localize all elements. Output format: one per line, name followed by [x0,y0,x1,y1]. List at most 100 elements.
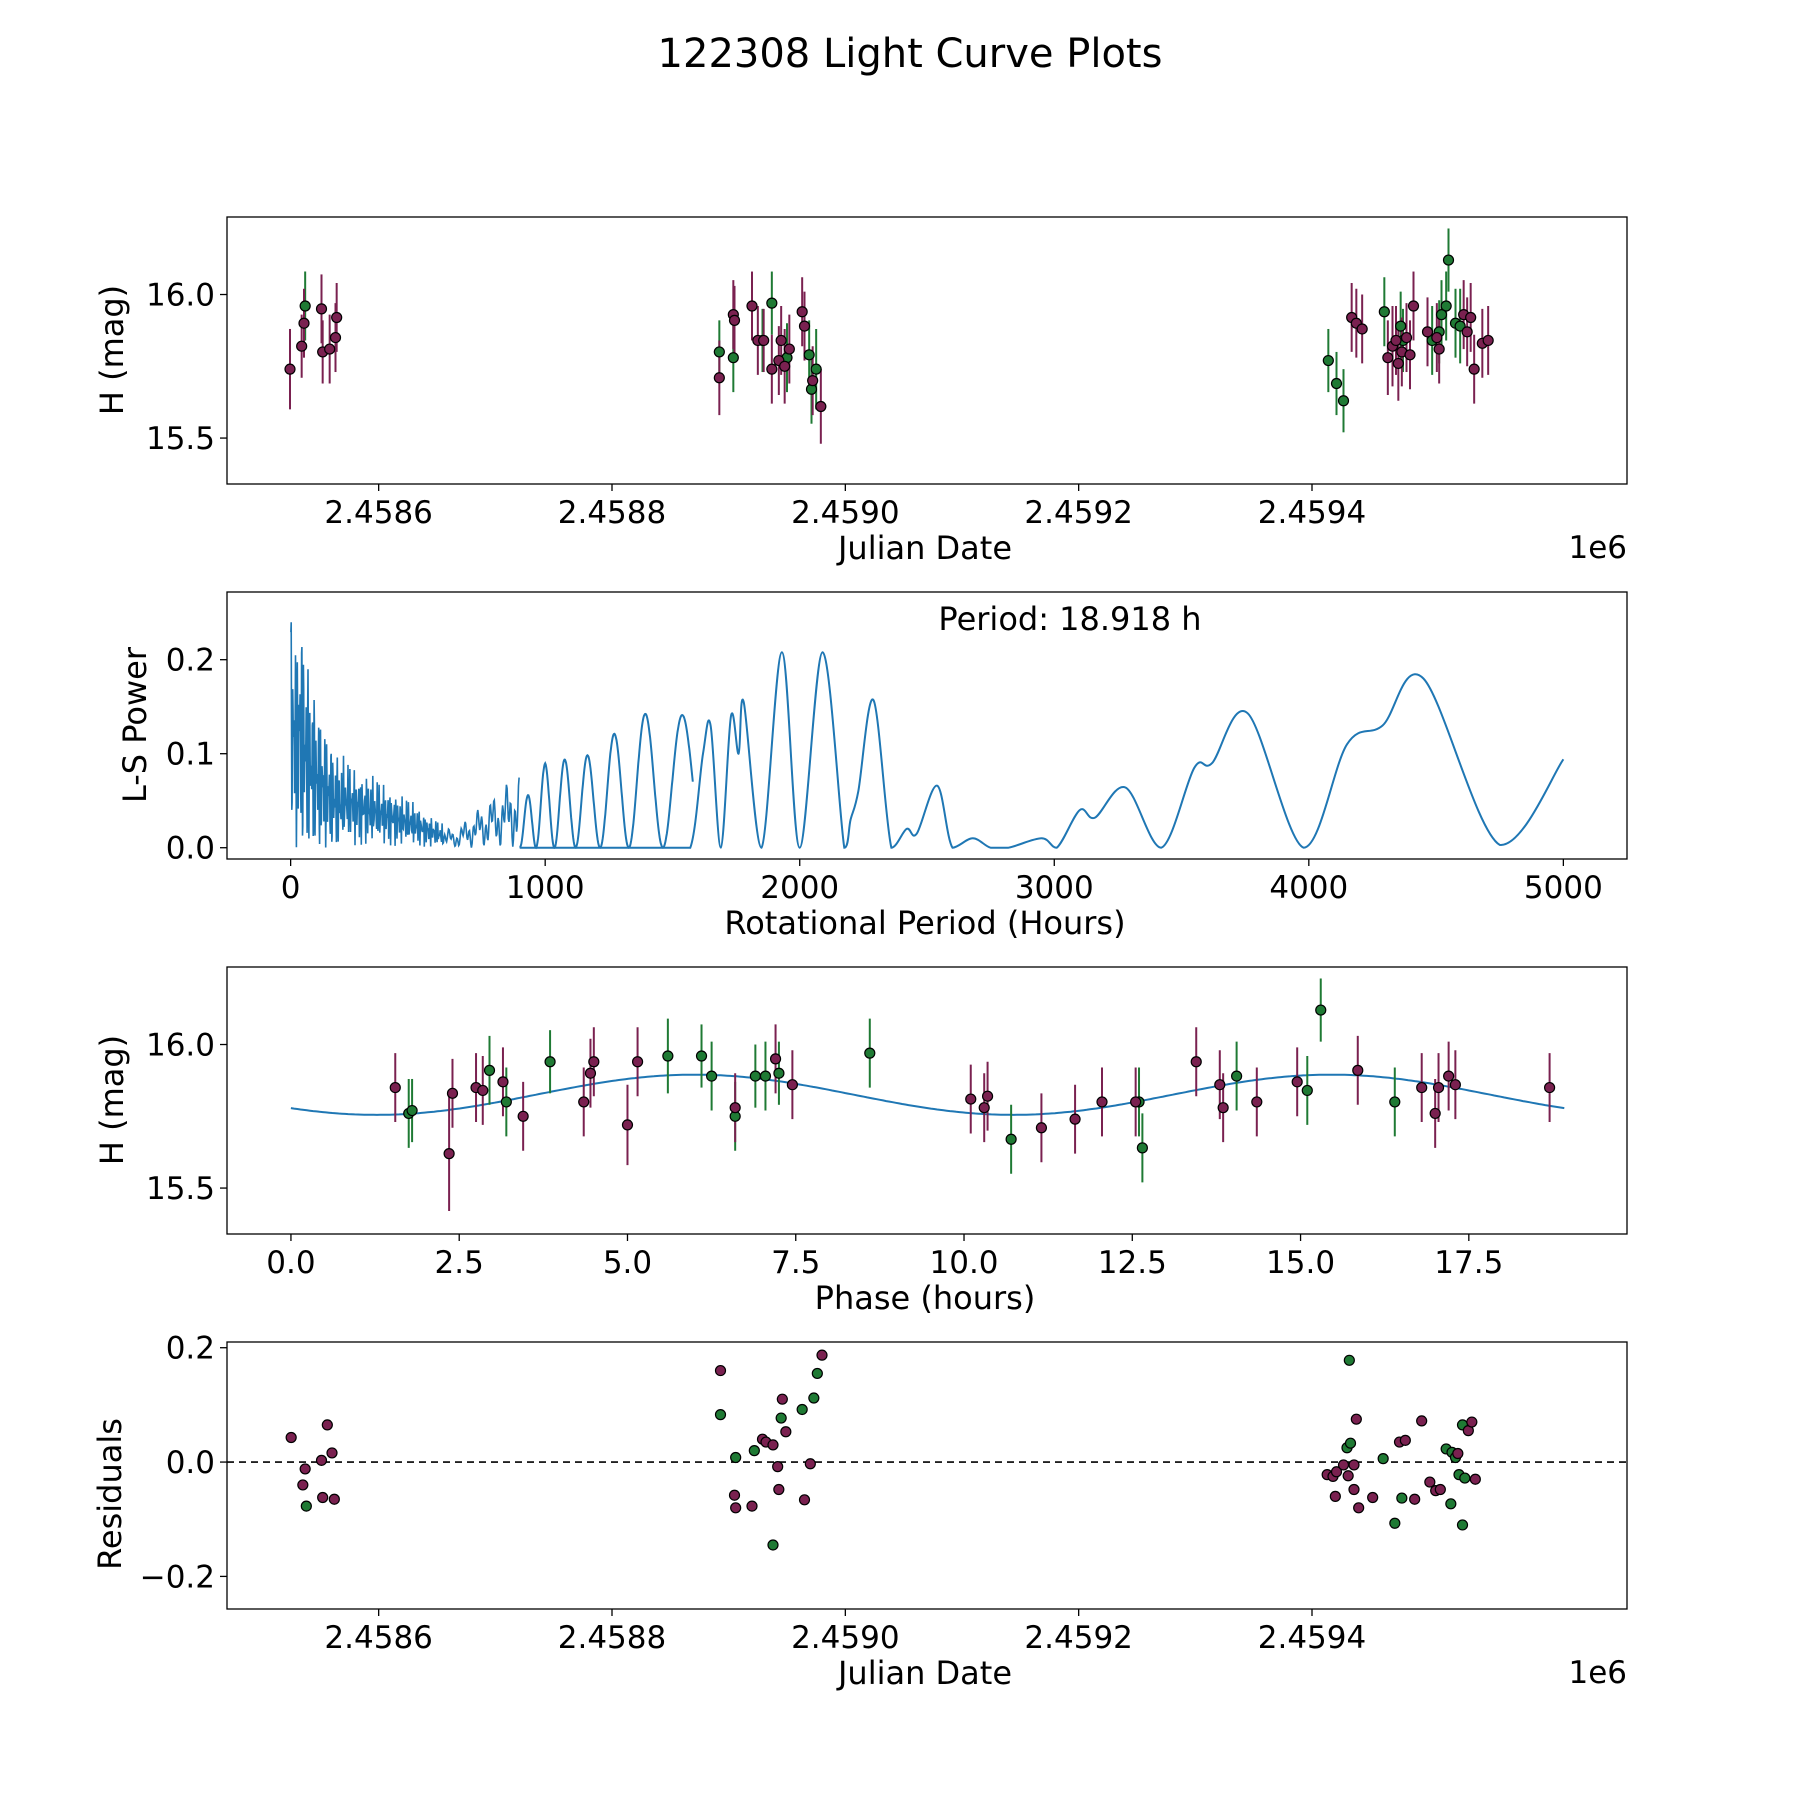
periodogram-xtick-label: 0 [281,870,301,906]
residuals-point [746,1500,758,1512]
phase-folded-point [1443,1070,1455,1082]
phase-folded-xtick-label: 15.0 [1266,1245,1335,1281]
phase-folded-point [544,1056,556,1068]
light-curve-point [766,297,778,309]
light-curve-point [758,334,770,347]
residuals-point [767,1439,779,1451]
light-curve-point [1461,326,1473,338]
residuals-point [1353,1502,1365,1514]
phase-folded-point [1214,1079,1226,1091]
phase-folded-ylabel: H (mag) [93,1035,131,1165]
residuals-ticks: 2.4586 2.4588 2.4590 2.4592 2.4594 −0.2 0.0 0.2 [140,1331,1367,1656]
residuals-point [1434,1483,1446,1496]
periodogram-xtick-label: 5000 [1524,870,1603,906]
residuals-ytick-label: 0.0 [166,1445,215,1481]
light-curve-point [713,372,725,384]
light-curve-point [1400,331,1413,344]
residuals-point [1445,1498,1457,1510]
residuals-ylabel: Residuals [91,1418,129,1570]
light-curve-point [779,360,791,372]
residuals-point [1343,1354,1355,1366]
periodogram-mid-region [519,712,694,850]
residuals-xlabel: Julian Date [836,1654,1012,1692]
light-curve-marks [284,228,1494,444]
light-curve-point [1433,343,1445,355]
light-curve-point [1431,331,1443,344]
light-curve-point [1390,334,1402,347]
phase-folded-point [1251,1096,1263,1108]
light-curve-point [803,349,815,361]
residuals-point [748,1445,760,1457]
phase-folded-point [446,1087,459,1099]
residuals-point [1466,1416,1478,1428]
residuals-point [317,1491,329,1504]
periodogram-ylabel: L-S Power [116,646,154,803]
light-curve-point [1407,300,1420,312]
residuals-point [300,1500,312,1512]
phase-folded-point [1069,1113,1081,1125]
residuals-xtick-label: 2.4594 [1258,1620,1366,1656]
residuals-point [1456,1519,1469,1531]
periodogram-xtick-label: 2000 [760,870,839,906]
phase-folded-ytick-label: 15.5 [146,1171,215,1207]
residuals-point [299,1463,311,1475]
phase-folded-point [864,1047,876,1059]
residuals-point [772,1461,784,1473]
residuals-point [816,1349,828,1361]
phase-folded-point [1231,1070,1243,1082]
periodogram-xlabel: Rotational Period (Hours) [724,904,1125,942]
residuals-point [1396,1492,1408,1504]
periodogram-annotation: Period: 18.918 h [938,600,1201,638]
residuals-point [1389,1517,1401,1529]
light-curve-point [728,314,741,326]
phase-folded-point [1315,1004,1327,1016]
residuals-point [808,1392,820,1404]
residuals-point [811,1367,823,1380]
phase-folded-point [978,1102,990,1114]
light-curve-point [1322,354,1334,367]
light-curve-point [1356,323,1368,335]
light-curve-xtick-label: 2.4590 [791,495,899,531]
phase-folded-point [1449,1079,1461,1091]
periodogram-dense-region [290,622,520,848]
light-curve-point [296,340,308,352]
light-curve-panel: 2.4586 2.4588 2.4590 2.4592 2.4594 15.5 16.0 J… [93,216,1628,567]
phase-folded-ticks: 0.0 2.5 5.0 7.5 10.0 12.5 15.0 17.5 15.5 16.0 [146,1028,1503,1281]
residuals-point [1350,1413,1362,1425]
phase-folded-point [517,1110,529,1122]
phase-folded-point [497,1076,509,1088]
residuals-point [1330,1466,1343,1478]
residuals-point [1409,1493,1421,1505]
residuals-point [730,1451,742,1464]
phase-folded-point [1217,1102,1229,1114]
light-curve-point [807,375,819,387]
periodogram-ytick-label: 0.1 [166,737,215,773]
residuals-xtick-label: 2.4588 [558,1620,666,1656]
periodogram-marks [290,622,1565,850]
light-curve-ytick-label: 16.0 [146,278,215,314]
phase-folded-point [621,1119,634,1131]
light-curve-point [331,311,343,324]
periodogram-ytick-label: 0.0 [166,831,215,867]
residuals-point [773,1483,785,1496]
phase-folded-xtick-label: 5.0 [603,1245,652,1281]
periodogram-xtick-label: 4000 [1269,870,1348,906]
light-curve-frame [226,216,1628,485]
phase-folded-point [706,1070,718,1082]
figure-title: 122308 Light Curve Plots [658,31,1163,77]
phase-folded-point [500,1096,512,1108]
residuals-point [285,1431,297,1444]
light-curve-point [713,346,725,358]
light-curve-point [1440,300,1452,312]
light-curve-point [815,400,827,413]
phase-folded-point [786,1079,798,1091]
phase-folded-point [1301,1084,1313,1097]
light-curve-point [1442,254,1455,266]
phase-folded-point [1429,1107,1441,1120]
phase-folded-point [695,1050,708,1062]
residuals-point [776,1393,788,1405]
light-curve-point [1382,352,1394,364]
phase-folded-ytick-label: 16.0 [146,1028,215,1064]
residuals-point [1329,1490,1341,1502]
phase-folded-point [662,1050,674,1062]
